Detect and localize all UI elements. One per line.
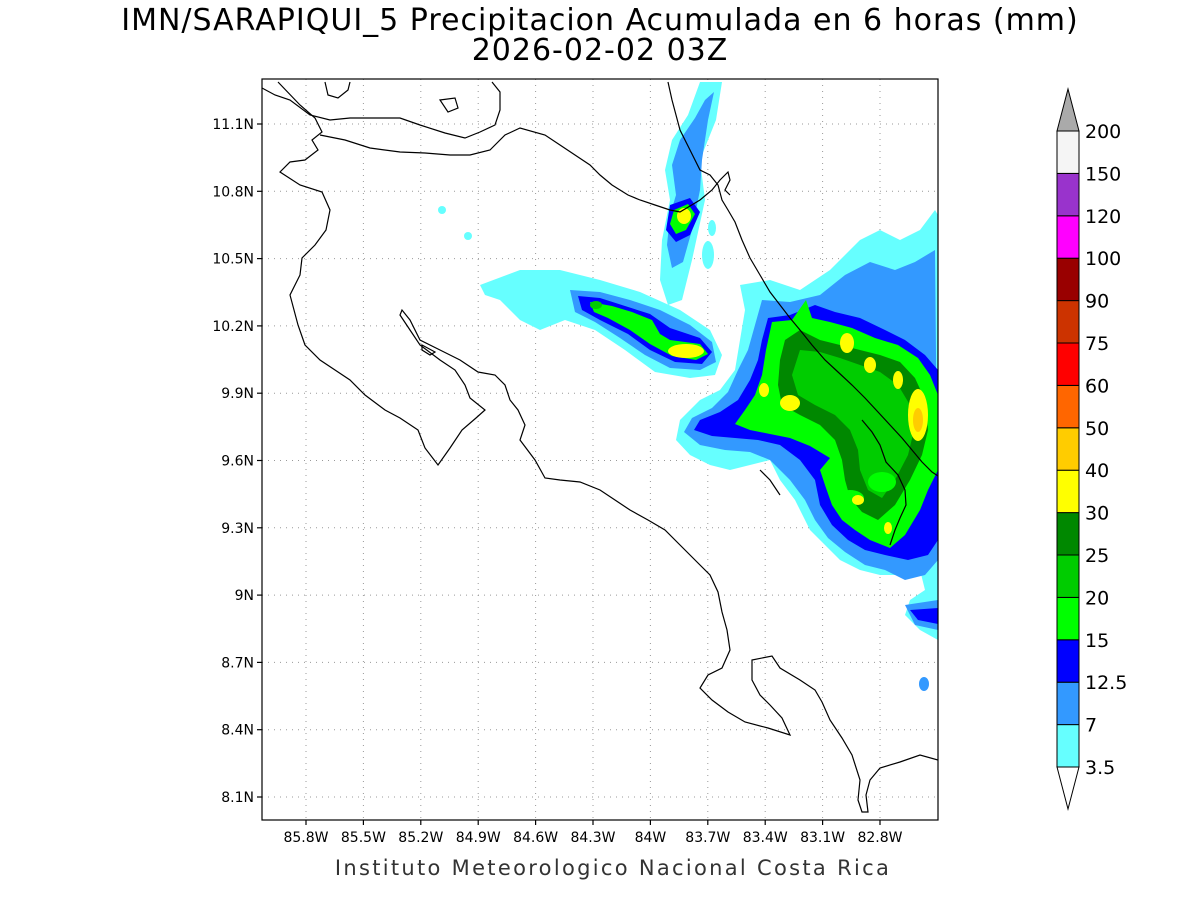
colorbar-label: 20	[1085, 587, 1109, 609]
colorbar-label: 90	[1085, 291, 1109, 313]
lat-tick-label: 9.3N	[221, 521, 254, 537]
precip-speck	[708, 220, 716, 236]
map-title: IMN/SARAPIQUI_5 Precipitacion Acumulada …	[121, 3, 1079, 38]
footer-credit: Instituto Meteorologico Nacional Costa R…	[334, 856, 892, 880]
precip-area-se-strip-core	[910, 608, 938, 624]
colorbar-label: 100	[1085, 248, 1121, 270]
colorbar-swatch	[1056, 596, 1080, 641]
colorbar-label: 150	[1085, 163, 1121, 185]
lat-tick-label: 8.7N	[221, 655, 254, 671]
lat-tick-label: 10.8N	[212, 184, 254, 200]
colorbar-swatch	[1056, 639, 1080, 683]
lat-tick-label: 8.4N	[221, 723, 254, 739]
lat-tick-label: 11.1N	[212, 117, 254, 133]
colorbar: 3.5 7 12.5 15 20 25 30 40 50 60 75 90 100 120 150 200	[1056, 87, 1127, 811]
colorbar-over-arrow	[1056, 87, 1080, 132]
colorbar-swatch	[1056, 427, 1080, 471]
lat-tick-label: 9.9N	[221, 386, 254, 402]
precip-area-yellow-west	[668, 344, 704, 358]
lon-tick-label: 85.5W	[341, 830, 386, 846]
colorbar-label: 50	[1085, 418, 1109, 440]
coastline	[262, 81, 938, 813]
colorbar-label: 200	[1085, 121, 1121, 143]
longitude-axis: 85.8W 85.5W 85.2W 84.9W 84.6W 84.3W 84W 83.7W 83…	[283, 820, 903, 846]
precip-area-yellow-core	[677, 208, 691, 224]
colorbar-label: 30	[1085, 503, 1109, 525]
lon-tick-label: 84.3W	[570, 830, 615, 846]
colorbar-swatch	[1056, 257, 1080, 302]
precip-area-yellow-east-2	[864, 357, 876, 373]
colorbar-label: 15	[1085, 630, 1109, 652]
plot-frame	[261, 78, 939, 821]
lat-tick-label: 9.6N	[221, 454, 254, 470]
colorbar-swatch	[1056, 215, 1080, 259]
precip-area-yellow-east-1	[840, 333, 854, 353]
precip-area-lightgreen-east	[792, 350, 914, 498]
colorbar-label: 12.5	[1085, 672, 1127, 694]
precip-area-yellow-east-4	[759, 383, 769, 397]
lon-tick-label: 82.8W	[857, 830, 902, 846]
latitude-axis: 11.1N 10.8N 10.5N 10.2N 9.9N 9.6N 9.3N 9N 8.7N 8.…	[212, 117, 262, 806]
precip-speck	[919, 677, 929, 691]
colorbar-label: 120	[1085, 206, 1121, 228]
colorbar-under-arrow	[1056, 766, 1080, 811]
precip-area-yellow-east-3	[893, 371, 903, 389]
colorbar-swatch	[1056, 681, 1080, 726]
precip-area-yellow-east-7	[852, 495, 864, 505]
lat-tick-label: 9N	[235, 588, 254, 604]
colorbar-swatch	[1056, 512, 1080, 556]
colorbar-swatch	[1056, 300, 1080, 344]
precip-area-yellow-east-8	[884, 522, 892, 534]
colorbar-label: 60	[1085, 375, 1109, 397]
lon-tick-label: 84.9W	[456, 830, 501, 846]
precip-area-orange-east	[913, 408, 923, 432]
colorbar-label: 3.5	[1085, 757, 1115, 779]
lat-tick-label: 8.1N	[221, 790, 254, 806]
lon-tick-label: 83.7W	[685, 830, 730, 846]
colorbar-swatch	[1056, 384, 1080, 429]
precipitation-field	[438, 82, 938, 691]
precip-area-yellow-east-5	[780, 395, 800, 411]
lat-tick-label: 10.2N	[212, 319, 254, 335]
lat-tick-label: 10.5N	[212, 252, 254, 268]
lon-tick-label: 85.8W	[283, 830, 328, 846]
colorbar-swatch	[1056, 724, 1080, 768]
colorbar-swatch	[1056, 469, 1080, 514]
colorbar-label: 75	[1085, 333, 1109, 355]
colorbar-swatch	[1056, 554, 1080, 598]
lon-tick-label: 83.4W	[743, 830, 788, 846]
colorbar-swatch	[1056, 172, 1080, 217]
colorbar-label: 25	[1085, 545, 1109, 567]
lon-tick-label: 84W	[635, 830, 667, 846]
lon-tick-label: 84.6W	[513, 830, 558, 846]
precip-area-yellow-west-2	[590, 301, 602, 309]
precip-area-green-east-c	[868, 472, 896, 492]
colorbar-label: 7	[1085, 715, 1097, 737]
map-datetime: 2026-02-02 03Z	[471, 33, 729, 68]
colorbar-swatch	[1056, 130, 1080, 174]
precip-speck	[464, 232, 472, 240]
precip-speck	[438, 206, 446, 214]
colorbar-label: 40	[1085, 460, 1109, 482]
colorbar-swatch	[1056, 342, 1080, 386]
lon-tick-label: 85.2W	[398, 830, 443, 846]
precip-speck	[702, 241, 714, 269]
lon-tick-label: 83.1W	[800, 830, 845, 846]
